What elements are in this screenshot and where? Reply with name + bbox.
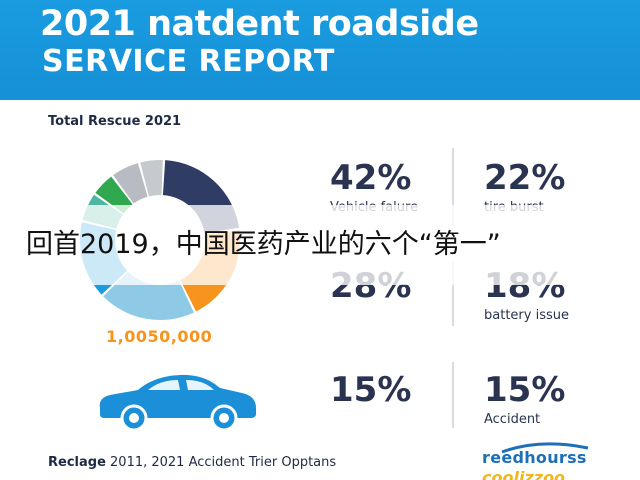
stat-divider (452, 262, 454, 326)
footer-rest: 2011, 2021 Accident Trier Opptans (105, 455, 337, 470)
donut-slice-7 (140, 160, 163, 197)
car-icon (99, 374, 256, 430)
report-title-line2: SERVICE REPORT (42, 44, 335, 79)
brand-logo-line2: coolizzoo (482, 468, 566, 480)
brand-logo-line1: reedhourss (482, 448, 587, 467)
stat-percent: 42% (330, 158, 412, 198)
report-title-line1: 2021 natdent roadside (40, 4, 479, 44)
footer-note: Reclage 2011, 2021 Accident Trier Opptan… (48, 455, 336, 470)
donut-slice-6 (113, 163, 148, 204)
total-rescue-value: 1,0050,000 (106, 327, 213, 346)
stat-label: battery issue (484, 308, 569, 323)
stat-divider (452, 148, 454, 226)
stat-fifth: 15% (330, 370, 411, 412)
stat-percent: 15% (484, 370, 566, 410)
stat-percent: 22% (484, 158, 566, 198)
stat-label: Accident (484, 412, 541, 427)
report-header: 2021 natdent roadside SERVICE REPORT (0, 0, 640, 100)
caption-band (0, 205, 640, 285)
stat-divider (452, 362, 454, 428)
caption-text: 回首2019，中国医药产业的六个“第一” (26, 229, 501, 260)
stat-tire-burst: 22% tire burst (484, 158, 565, 215)
footer-bold: Reclage (48, 455, 106, 470)
donut-slice-5 (95, 176, 133, 214)
stat-accident: 15% Accident (484, 370, 565, 427)
section-label: Total Rescue 2021 (48, 114, 182, 129)
stat-percent: 15% (330, 370, 412, 410)
logo-swoosh-icon (501, 442, 589, 454)
